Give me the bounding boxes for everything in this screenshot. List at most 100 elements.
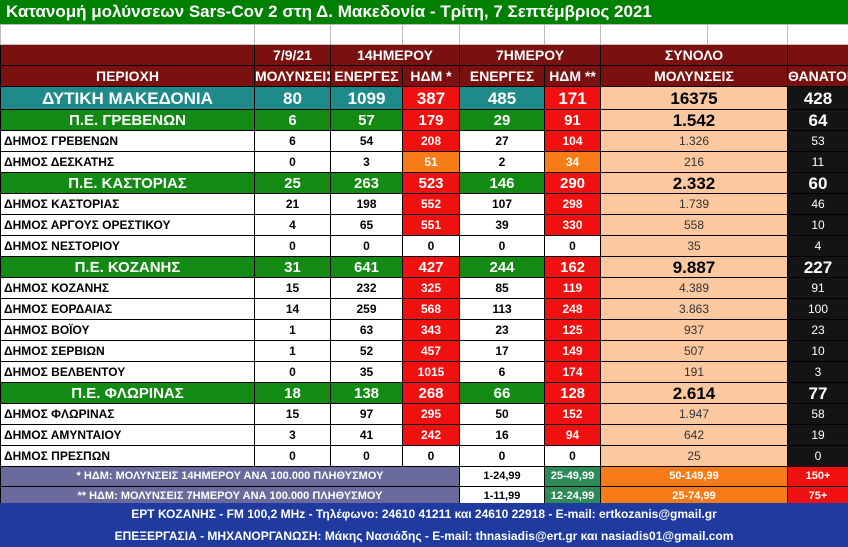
hdm-14-cell: 551 <box>402 214 460 236</box>
deaths-cell: 60 <box>787 172 848 194</box>
column-header-row: ΠΕΡΙΟΧΗ ΜΟΛΥΝΣΕΙΣ ΕΝΕΡΓΕΣ ΗΔΜ * ΕΝΕΡΓΕΣ … <box>0 65 848 87</box>
cases-cell: 0 <box>254 235 331 257</box>
deaths-cell: 3 <box>787 361 848 383</box>
active-14-cell: 1099 <box>330 86 403 110</box>
cases-cell: 1 <box>254 319 331 341</box>
group-total: ΣΥΝΟΛΟ <box>600 44 788 66</box>
municipality-row: ΔΗΜΟΣ ΒΕΛΒΕΝΤΟΥ 0 35 1015 6 174 191 3 <box>0 361 848 383</box>
cases-cell: 14 <box>254 298 331 320</box>
active-7-cell: 16 <box>459 424 545 446</box>
region-name: Π.Ε. ΓΡΕΒΕΝΩΝ <box>0 109 255 131</box>
deaths-cell: 4 <box>787 235 848 257</box>
region-total-row: ΔΥΤΙΚΗ ΜΑΚΕΔΟΝΙΑ 80 1099 387 485 171 16375 428 <box>0 86 848 110</box>
cases-cell: 15 <box>254 277 331 299</box>
regional-unit-row: Π.Ε. ΦΛΩΡΙΝΑΣ 18 138 268 66 128 2.614 77 <box>0 382 848 404</box>
active-7-cell: 66 <box>459 382 545 404</box>
active-7-cell: 85 <box>459 277 545 299</box>
total-cases-cell: 558 <box>600 214 788 236</box>
region-name: ΔΗΜΟΣ ΕΟΡΔΑΙΑΣ <box>0 298 255 320</box>
active-14-cell: 641 <box>330 256 403 278</box>
cases-cell: 31 <box>254 256 331 278</box>
region-name: Π.Ε. ΦΛΩΡΙΝΑΣ <box>0 382 255 404</box>
active-7-cell: 39 <box>459 214 545 236</box>
hdm-14-cell: 387 <box>402 86 460 110</box>
total-cases-cell: 1.326 <box>600 130 788 152</box>
header-deaths: ΘΑΝΑΤΟΙ <box>787 65 848 87</box>
legend-text: * ΗΔΜ: ΜΟΛΥΝΣΕΙΣ 14ΗΜΕΡΟΥ ΑΝΑ 100.000 ΠΛ… <box>0 466 460 487</box>
active-14-cell: 263 <box>330 172 403 194</box>
header-cases: ΜΟΛΥΝΣΕΙΣ <box>254 65 331 87</box>
total-cases-cell: 4.389 <box>600 277 788 299</box>
deaths-cell: 428 <box>787 86 848 110</box>
group-7-day: 7ΗΜΕΡΟΥ <box>459 44 601 66</box>
deaths-cell: 91 <box>787 277 848 299</box>
active-14-cell: 0 <box>330 445 403 467</box>
deaths-cell: 100 <box>787 298 848 320</box>
active-7-cell: 50 <box>459 403 545 425</box>
municipality-row: ΔΗΜΟΣ ΑΡΓΟΥΣ ΟΡΕΣΤΙΚΟΥ 4 65 551 39 330 558 10 <box>0 214 848 236</box>
group-date: 7/9/21 <box>254 44 331 66</box>
municipality-row: ΔΗΜΟΣ ΚΟΖΑΝΗΣ 15 232 325 85 119 4.389 91 <box>0 277 848 299</box>
footer-credits: ΕΠΕΞΕΡΓΑΣΙΑ - ΜΗΧΑΝΟΡΓΑΝΩΣΗ: Μάκης Νασιά… <box>114 529 734 543</box>
municipality-row: ΔΗΜΟΣ ΣΕΡΒΙΩΝ 1 52 457 17 149 507 10 <box>0 340 848 362</box>
deaths-cell: 11 <box>787 151 848 173</box>
region-name: Π.Ε. ΚΑΣΤΟΡΙΑΣ <box>0 172 255 194</box>
deaths-cell: 0 <box>787 445 848 467</box>
regional-unit-row: Π.Ε. ΚΟΖΑΝΗΣ 31 641 427 244 162 9.887 227 <box>0 256 848 278</box>
active-14-cell: 57 <box>330 109 403 131</box>
deaths-cell: 23 <box>787 319 848 341</box>
cases-cell: 6 <box>254 109 331 131</box>
header-hdm-14: ΗΔΜ * <box>402 65 460 87</box>
legend-range: 150+ <box>787 466 848 487</box>
municipality-row: ΔΗΜΟΣ ΠΡΕΣΠΩΝ 0 0 0 0 0 25 0 <box>0 445 848 467</box>
active-14-cell: 259 <box>330 298 403 320</box>
active-14-cell: 35 <box>330 361 403 383</box>
hdm-14-cell: 268 <box>402 382 460 404</box>
region-name: ΔΗΜΟΣ ΒΟΪΟΥ <box>0 319 255 341</box>
legend-row: ** ΗΔΜ: ΜΟΛΥΝΣΕΙΣ 7ΗΜΕΡΟΥ ΑΝΑ 100.000 ΠΛ… <box>0 486 848 507</box>
total-cases-cell: 9.887 <box>600 256 788 278</box>
hdm-7-cell: 330 <box>544 214 601 236</box>
cases-cell: 0 <box>254 445 331 467</box>
header-spacer <box>787 44 848 66</box>
deaths-cell: 19 <box>787 424 848 446</box>
cases-cell: 0 <box>254 151 331 173</box>
hdm-14-cell: 343 <box>402 319 460 341</box>
active-14-cell: 63 <box>330 319 403 341</box>
total-cases-cell: 507 <box>600 340 788 362</box>
municipality-row: ΔΗΜΟΣ ΚΑΣΤΟΡΙΑΣ 21 198 552 107 298 1.739 46 <box>0 193 848 215</box>
header-active-14: ΕΝΕΡΓΕΣ <box>330 65 403 87</box>
hdm-14-cell: 179 <box>402 109 460 131</box>
deaths-cell: 227 <box>787 256 848 278</box>
active-14-cell: 198 <box>330 193 403 215</box>
hdm-14-cell: 325 <box>402 277 460 299</box>
hdm-7-cell: 128 <box>544 382 601 404</box>
municipality-row: ΔΗΜΟΣ ΓΡΕΒΕΝΩΝ 6 54 208 27 104 1.326 53 <box>0 130 848 152</box>
deaths-cell: 10 <box>787 340 848 362</box>
active-14-cell: 232 <box>330 277 403 299</box>
cases-cell: 18 <box>254 382 331 404</box>
hdm-7-cell: 34 <box>544 151 601 173</box>
region-name: ΔΗΜΟΣ ΓΡΕΒΕΝΩΝ <box>0 130 255 152</box>
municipality-row: ΔΗΜΟΣ ΑΜΥΝΤΑΙΟΥ 3 41 242 16 94 642 19 <box>0 424 848 446</box>
deaths-cell: 10 <box>787 214 848 236</box>
active-7-cell: 113 <box>459 298 545 320</box>
legend-range: 1-11,99 <box>459 486 545 507</box>
hdm-14-cell: 1015 <box>402 361 460 383</box>
municipality-row: ΔΗΜΟΣ ΒΟΪΟΥ 1 63 343 23 125 937 23 <box>0 319 848 341</box>
region-name: ΔΗΜΟΣ ΣΕΡΒΙΩΝ <box>0 340 255 362</box>
region-name: ΔΗΜΟΣ ΑΜΥΝΤΑΙΟΥ <box>0 424 255 446</box>
region-name: ΔΗΜΟΣ ΚΟΖΑΝΗΣ <box>0 277 255 299</box>
cases-cell: 6 <box>254 130 331 152</box>
active-7-cell: 146 <box>459 172 545 194</box>
hdm-7-cell: 162 <box>544 256 601 278</box>
municipality-row: ΔΗΜΟΣ ΝΕΣΤΟΡΙΟΥ 0 0 0 0 0 35 4 <box>0 235 848 257</box>
active-7-cell: 23 <box>459 319 545 341</box>
hdm-14-cell: 0 <box>402 235 460 257</box>
active-7-cell: 17 <box>459 340 545 362</box>
hdm-14-cell: 295 <box>402 403 460 425</box>
municipality-row: ΔΗΜΟΣ ΔΕΣΚΑΤΗΣ 0 3 51 2 34 216 11 <box>0 151 848 173</box>
hdm-7-cell: 94 <box>544 424 601 446</box>
total-cases-cell: 16375 <box>600 86 788 110</box>
cases-cell: 4 <box>254 214 331 236</box>
